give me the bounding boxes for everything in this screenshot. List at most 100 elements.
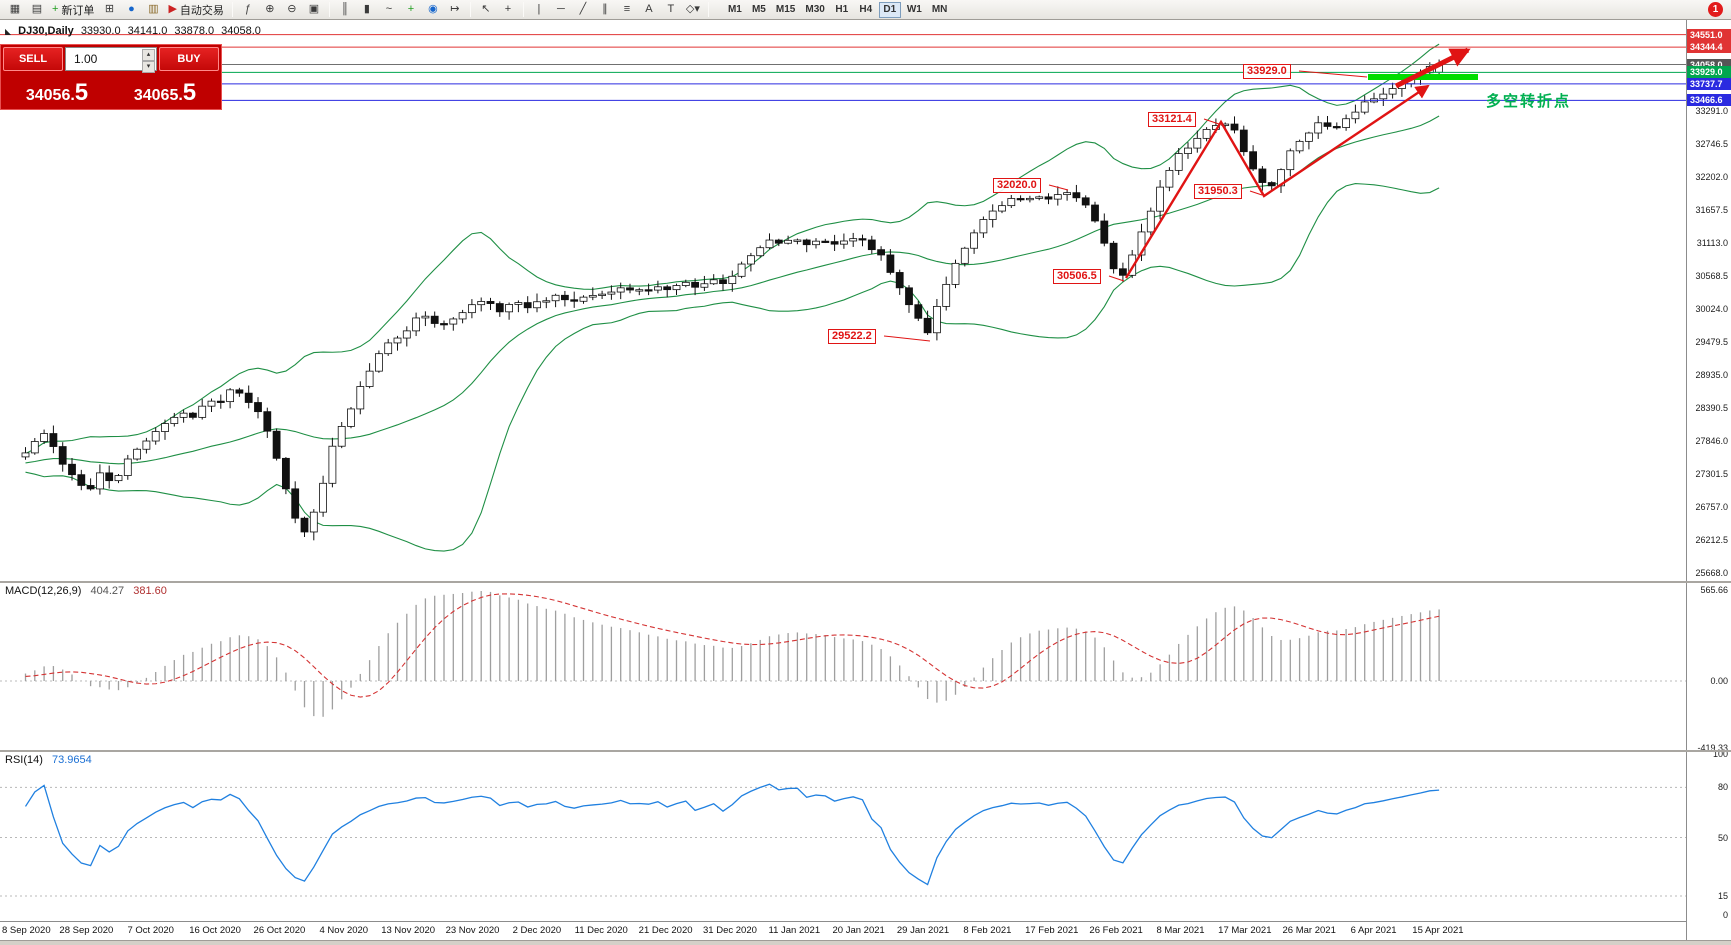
new-order-button[interactable]: + 新订单: [49, 1, 97, 18]
line-chart-button[interactable]: ~: [379, 1, 399, 18]
fibonacci-icon: ≡: [623, 3, 631, 15]
tile-windows-icon: ▣: [308, 3, 320, 15]
rsi-axis-label: 0: [1722, 910, 1728, 920]
add-indicator-button[interactable]: +: [401, 1, 421, 18]
add-indicator-icon: +: [407, 3, 415, 15]
equidistant-channel-button[interactable]: ∥: [595, 1, 615, 18]
profiles-button[interactable]: ▤: [27, 1, 47, 18]
timeframe-m30-button[interactable]: M30: [805, 3, 825, 15]
timeframe-w1-button[interactable]: W1: [906, 3, 922, 15]
zoom-in-button[interactable]: ⊕: [260, 1, 280, 18]
price-tick-label: 25668.0: [1695, 568, 1728, 578]
crosshair-icon: +: [504, 3, 512, 15]
text-button[interactable]: A: [639, 1, 659, 18]
panel-separator-rsi[interactable]: [0, 750, 1731, 752]
data-window-button[interactable]: ▥: [143, 1, 163, 18]
price-tick-label: 32202.0: [1695, 172, 1728, 182]
price-digit: 5: [182, 79, 197, 107]
bollinger-bands: [25, 43, 1440, 552]
timeframe-m5-button[interactable]: M5: [751, 3, 766, 15]
date-label: 23 Nov 2020: [445, 925, 500, 936]
timeframe-h1-button[interactable]: H1: [835, 3, 849, 15]
price-tick-label: 28935.0: [1695, 370, 1728, 380]
date-label: 2 Dec 2020: [512, 925, 562, 936]
toolbar-separator: [707, 2, 709, 17]
price-digit: .: [70, 87, 75, 104]
candlestick-series: [21, 59, 1443, 541]
data-window-icon: ▥: [148, 3, 159, 15]
trendline-button[interactable]: ╱: [573, 1, 593, 18]
macd-indicator-label: MACD(12,26,9) 404.27 381.60: [5, 585, 173, 597]
trend-zigzag-arrow[interactable]: [1124, 84, 1430, 279]
price-badge: 33737.7: [1687, 77, 1731, 90]
community-button[interactable]: ●: [121, 1, 141, 18]
timeframe-m15-button[interactable]: M15: [775, 3, 796, 15]
volume-down-icon[interactable]: ▾: [142, 61, 155, 73]
timeframe-m1-button[interactable]: M1: [727, 3, 742, 15]
zoom-out-icon: ⊖: [287, 3, 297, 15]
chart-annotations[interactable]: [883, 47, 1478, 342]
vertical-line-icon: |: [537, 3, 541, 15]
bar-chart-icon: ║: [341, 3, 349, 15]
volume-value: 1.00: [74, 52, 98, 66]
rsi-indicator: [0, 783, 1686, 897]
chart-windows-icon: ⊞: [104, 3, 115, 15]
chart-shift-button[interactable]: ↦: [445, 1, 465, 18]
notification-badge[interactable]: 1: [1708, 2, 1723, 17]
tile-windows-button[interactable]: ▣: [304, 1, 324, 18]
subwindow-marker-icon: ◣: [5, 26, 12, 36]
volume-up-icon[interactable]: ▴: [142, 49, 155, 61]
price-axis[interactable]: 33291.0 32746.5 32202.0 31657.5 31113.0 30568…: [1686, 20, 1731, 945]
toolbar-buttons: ▦ ▤ + 新订单 ⊞ ● ▥ ▶ 自动交易 ƒ ⊕ ⊖ ▣ ║ ▮ ~ + ◉ ↦ ↖ + | ─ ╱ ∥ ≡ A T ◇▾: [4, 0, 713, 19]
chart-windows-button[interactable]: ⊞: [99, 1, 119, 18]
timeframe-mn-button[interactable]: MN: [931, 3, 948, 15]
date-label: 26 Mar 2021: [1282, 925, 1336, 936]
horizontal-line-button[interactable]: ─: [551, 1, 571, 18]
equidistant-channel-icon: ∥: [602, 3, 608, 15]
line-chart-icon: ~: [385, 3, 393, 15]
sell-button[interactable]: SELL: [3, 47, 63, 71]
autotrading-icon: ▶: [168, 3, 177, 15]
indicators-button[interactable]: ƒ: [238, 1, 258, 18]
date-label: 17 Mar 2021: [1218, 925, 1272, 936]
date-label: 17 Feb 2021: [1025, 925, 1079, 936]
volume-spinner[interactable]: ▴ ▾: [142, 49, 155, 73]
rsi-axis-label: 100: [1712, 749, 1728, 759]
price-tick-label: 33291.0: [1695, 106, 1728, 116]
new-chart-button[interactable]: ▦: [5, 1, 25, 18]
volume-input[interactable]: 1.00 ▴ ▾: [65, 47, 157, 73]
panel-separator-macd[interactable]: [0, 581, 1731, 583]
one-click-trading-panel: SELL 1.00 ▴ ▾ BUY 34056. 5 34065. 5: [0, 44, 222, 110]
date-label: 20 Jan 2021: [832, 925, 885, 936]
date-label: 31 Dec 2020: [703, 925, 757, 936]
price-badge: 33929.0: [1687, 66, 1731, 79]
buy-button[interactable]: BUY: [159, 47, 219, 71]
autotrading-button[interactable]: ▶ 自动交易: [165, 1, 226, 18]
trendline-icon: ╱: [579, 3, 587, 15]
fibonacci-button[interactable]: ≡: [617, 1, 637, 18]
zoom-in-icon: ⊕: [265, 3, 275, 15]
support-zone-bar[interactable]: [1368, 74, 1478, 80]
macd-signal-value: 381.60: [133, 585, 167, 597]
bar-chart-button[interactable]: ║: [335, 1, 355, 18]
price-tick-label: 30024.0: [1695, 304, 1728, 314]
macd-name: MACD(12,26,9): [5, 585, 82, 597]
vertical-line-button[interactable]: |: [529, 1, 549, 18]
crosshair-button[interactable]: +: [498, 1, 518, 18]
timeframe-h4-button[interactable]: H4: [859, 3, 873, 15]
candlestick-chart-button[interactable]: ▮: [357, 1, 377, 18]
date-label: 6 Apr 2021: [1350, 925, 1397, 936]
toolbar-separator: [522, 2, 524, 17]
rsi-indicator-label: RSI(14) 73.9654: [5, 754, 98, 766]
arrows-button[interactable]: ◇▾: [683, 1, 703, 18]
rsi-value: 73.9654: [51, 754, 92, 766]
auto-scroll-button[interactable]: ◉: [423, 1, 443, 18]
breakout-arrow[interactable]: [1394, 47, 1471, 89]
text-label-button[interactable]: T: [661, 1, 681, 18]
zoom-out-button[interactable]: ⊖: [282, 1, 302, 18]
timeframe-d1-button[interactable]: D1: [878, 1, 901, 18]
cursor-button[interactable]: ↖: [476, 1, 496, 18]
time-axis[interactable]: 8 Sep 2020 28 Sep 2020 7 Oct 2020 16 Oct 20…: [0, 921, 1686, 940]
